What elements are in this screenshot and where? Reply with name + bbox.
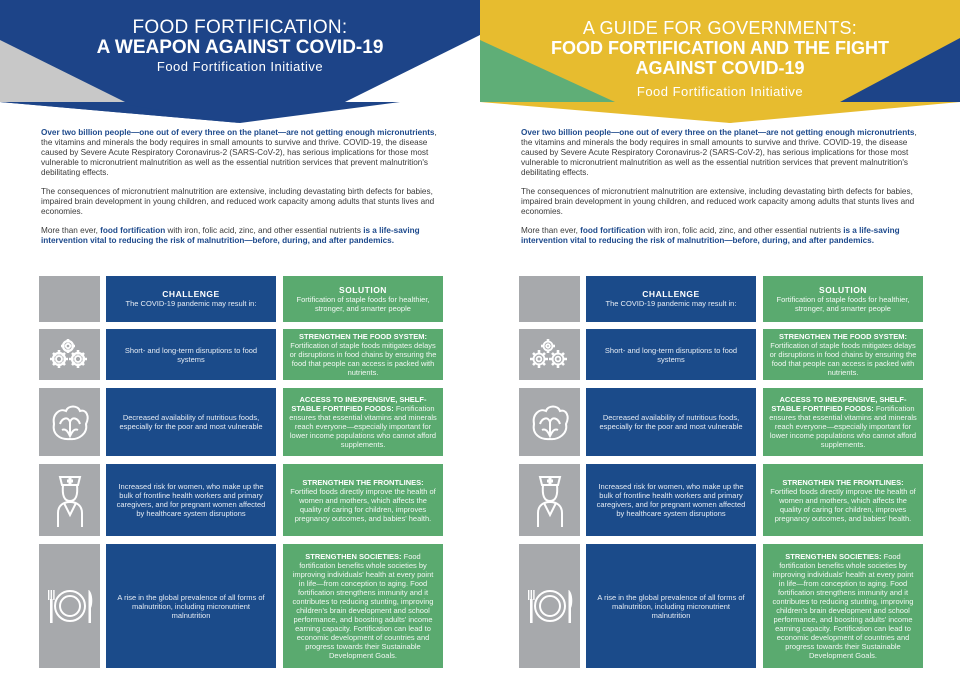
intro-paragraph-3: More than ever, food fortification with … — [41, 226, 445, 246]
challenge-header-title: CHALLENGE — [642, 289, 700, 299]
solution-cell-3: STRENGTHEN THE FRONTLINES: Fortified foo… — [763, 464, 923, 536]
solution-3-bold: STRENGTHEN THE FRONTLINES: — [302, 477, 424, 487]
challenge-cell-2: Decreased availability of nutritious foo… — [106, 388, 276, 456]
intro-p3-b: with iron, folic acid, zinc, and other e… — [645, 226, 844, 235]
challenge-cell-4: A rise in the global prevalence of all f… — [586, 544, 756, 668]
nurse-icon — [536, 476, 563, 527]
challenge-cell-3: Increased risk for women, who make up th… — [106, 464, 276, 536]
row-icon-cell — [39, 464, 100, 536]
solution-cell-4: STRENGTHEN SOCIETIES: Food fortification… — [763, 544, 923, 668]
challenge-header-sub: The COVID-19 pandemic may result in: — [125, 299, 257, 308]
intro-p3-bold2: is a life-saving intervention vital to r… — [521, 226, 900, 245]
intro-p1-bold: Over two billion people—one out of every… — [41, 128, 435, 137]
intro-paragraph-1: Over two billion people—one out of every… — [41, 128, 445, 178]
row-icon-cell — [39, 329, 100, 380]
solution-4-bold: STRENGTHEN SOCIETIES: — [785, 552, 882, 561]
intro-p3-a: More than ever, — [521, 226, 581, 235]
solution-1-text: Fortification of staple foods mitigates … — [289, 341, 437, 377]
solution-cell-4: STRENGTHEN SOCIETIES: Food fortification… — [283, 544, 443, 668]
challenge-header-sub: The COVID-19 pandemic may result in: — [605, 299, 737, 308]
intro-p3-a: More than ever, — [41, 226, 101, 235]
row-icon-cell — [519, 544, 580, 668]
plate-icon — [47, 590, 92, 623]
table-header-icon-cell — [39, 276, 100, 322]
right-banner — [480, 0, 960, 123]
challenge-cell-1: Short- and long-term disruptions to food… — [586, 329, 756, 380]
table-header-icon-cell — [519, 276, 580, 322]
left-intro: Over two billion people—one out of every… — [41, 128, 445, 255]
challenge-cell-4: A rise in the global prevalence of all f… — [106, 544, 276, 668]
solution-1-bold: STRENGTHEN THE FOOD SYSTEM: — [779, 332, 907, 341]
intro-p3-bold2: is a life-saving intervention vital to r… — [41, 226, 420, 245]
gears-icon — [529, 338, 567, 368]
cabbage-icon — [532, 405, 569, 441]
challenge-cell-1: Short- and long-term disruptions to food… — [106, 329, 276, 380]
solution-cell-2: ACCESS TO INEXPENSIVE, SHELF-STABLE FORT… — [763, 388, 923, 456]
solution-1-text: Fortification of staple foods mitigates … — [769, 341, 917, 377]
challenge-cell-3: Increased risk for women, who make up th… — [586, 464, 756, 536]
nurse-icon — [56, 476, 83, 527]
solution-4-bold: STRENGTHEN SOCIETIES: — [305, 552, 402, 561]
challenge-header: CHALLENGE The COVID-19 pandemic may resu… — [106, 276, 276, 322]
left-title-line2: A WEAPON AGAINST COVID-19 — [96, 37, 384, 58]
intro-p3-b: with iron, folic acid, zinc, and other e… — [165, 226, 364, 235]
left-title-line1: FOOD FORTIFICATION: — [132, 17, 348, 38]
row-icon-cell — [39, 388, 100, 456]
solution-cell-2: ACCESS TO INEXPENSIVE, SHELF-STABLE FORT… — [283, 388, 443, 456]
solution-2-text: Fortification ensures that essential vit… — [289, 404, 437, 449]
row-icon-cell — [519, 388, 580, 456]
left-title-block: FOOD FORTIFICATION: A WEAPON AGAINST COV… — [0, 18, 480, 75]
solution-2-text: Fortification ensures that essential vit… — [769, 404, 917, 449]
gears-icon — [49, 338, 87, 368]
row-icon-cell — [519, 329, 580, 380]
left-subtitle: Food Fortification Initiative — [156, 59, 324, 74]
solution-header-sub: Fortification of staple foods for health… — [296, 294, 430, 313]
intro-paragraph-2: The consequences of micronutrient malnut… — [521, 187, 915, 216]
right-subtitle: Food Fortification Initiative — [636, 84, 804, 99]
row-icon-cell — [39, 544, 100, 668]
intro-p1-bold: Over two billion people—one out of every… — [521, 128, 915, 137]
intro-paragraph-1: Over two billion people—one out of every… — [521, 128, 925, 178]
right-title-line2: FOOD FORTIFICATION AND THE FIGHT — [551, 38, 889, 58]
plate-icon — [527, 590, 572, 623]
left-page: FOOD FORTIFICATION: A WEAPON AGAINST COV… — [0, 0, 480, 668]
row-icon-cell — [519, 464, 580, 536]
solution-header: SOLUTION Fortification of staple foods f… — [763, 276, 923, 322]
solution-header-title: SOLUTION — [339, 284, 387, 295]
right-title-block: A GUIDE FOR GOVERNMENTS: FOOD FORTIFICAT… — [480, 18, 960, 100]
solution-cell-3: STRENGTHEN THE FRONTLINES: Fortified foo… — [283, 464, 443, 536]
solution-3-bold: STRENGTHEN THE FRONTLINES: — [782, 477, 904, 487]
solution-2-bold: ACCESS TO INEXPENSIVE, SHELF-STABLE FORT… — [771, 395, 907, 413]
solution-1-bold: STRENGTHEN THE FOOD SYSTEM: — [299, 332, 427, 341]
challenge-header-title: CHALLENGE — [162, 289, 220, 299]
intro-p3-bold1: food fortification — [100, 226, 166, 235]
cabbage-icon — [52, 405, 89, 441]
solution-header: SOLUTION Fortification of staple foods f… — [283, 276, 443, 322]
challenge-cell-2: Decreased availability of nutritious foo… — [586, 388, 756, 456]
intro-p1-rest: , the vitamins and minerals the body req… — [521, 128, 917, 177]
right-page: A GUIDE FOR GOVERNMENTS: FOOD FORTIFICAT… — [480, 0, 960, 679]
solution-header-sub: Fortification of staple foods for health… — [776, 294, 910, 313]
solution-2-bold: ACCESS TO INEXPENSIVE, SHELF-STABLE FORT… — [291, 395, 427, 413]
left-banner — [0, 0, 480, 123]
solution-4-text: Food fortification benefits whole societ… — [772, 552, 914, 660]
intro-paragraph-2: The consequences of micronutrient malnut… — [41, 187, 435, 216]
solution-4-text: Food fortification benefits whole societ… — [292, 552, 434, 660]
solution-cell-1: STRENGTHEN THE FOOD SYSTEM: Fortificatio… — [763, 329, 923, 380]
solution-3-text: Fortified foods directly improve the hea… — [770, 486, 916, 523]
right-title-line1: A GUIDE FOR GOVERNMENTS: — [582, 18, 858, 38]
challenge-header: CHALLENGE The COVID-19 pandemic may resu… — [586, 276, 756, 322]
solution-cell-1: STRENGTHEN THE FOOD SYSTEM: Fortificatio… — [283, 329, 443, 380]
right-title-line3: AGAINST COVID-19 — [635, 58, 805, 78]
intro-p1-rest: , the vitamins and minerals the body req… — [41, 128, 437, 177]
intro-p3-bold1: food fortification — [580, 226, 646, 235]
solution-header-title: SOLUTION — [819, 284, 867, 295]
solution-3-text: Fortified foods directly improve the hea… — [290, 486, 436, 523]
intro-paragraph-3: More than ever, food fortification with … — [521, 226, 925, 246]
right-intro: Over two billion people—one out of every… — [521, 128, 925, 255]
